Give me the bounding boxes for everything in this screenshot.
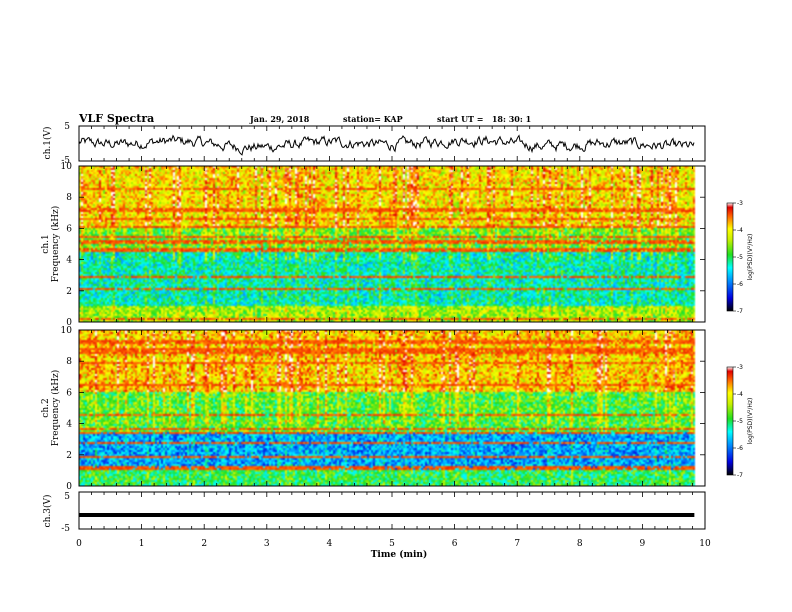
ch1-waveform-ylabel: ch.1(V) xyxy=(42,127,53,160)
time-tick-label: 7 xyxy=(514,539,520,549)
chart-title: VLF Spectra xyxy=(78,112,154,125)
colorbar-tick-label: -7 xyxy=(737,308,743,315)
ch3-waveform-frame xyxy=(78,491,706,530)
frequency-tick-label: 4 xyxy=(66,256,72,266)
time-axis-tick-labels: 0 1 2 3 4 5 6 7 8 9 10 xyxy=(76,539,711,549)
colorbar-tick-label: -4 xyxy=(737,227,743,234)
ch2-colorbar-label: log(PSD)(V²/Hz) xyxy=(747,398,754,445)
frequency-tick-label: 8 xyxy=(66,357,72,367)
colorbar-tick-label: -3 xyxy=(737,200,743,207)
ch1-colorbar-ticks: -3 -4 -5 -6 -7 xyxy=(733,200,743,315)
time-tick-label: 2 xyxy=(201,539,207,549)
time-tick-label: 6 xyxy=(452,539,458,549)
ch3-ytick-top: 5 xyxy=(64,492,70,502)
time-tick-label: 10 xyxy=(699,539,711,549)
ch1-waveform-line xyxy=(78,134,695,156)
colorbar-tick-label: -5 xyxy=(737,254,743,261)
ch3-waveform-panel: 5 -5 ch.3(V) 0 1 2 3 4 5 6 7 8 9 10 Time (min) xyxy=(42,491,711,560)
ch2-spectrogram-ticks xyxy=(78,330,706,486)
ch2-spectrogram-yticks: 0 2 4 6 8 10 xyxy=(61,326,705,492)
time-tick-label: 0 xyxy=(76,539,82,549)
ch1-spectrogram-ylabel-frequency: Frequency (kHz) xyxy=(50,206,61,283)
date-label: Jan. 29, 2018 xyxy=(249,114,310,124)
colorbar-tick-label: -4 xyxy=(737,391,743,398)
colorbar-tick-label: -6 xyxy=(737,281,743,288)
time-tick-label: 1 xyxy=(139,539,145,549)
time-tick-label: 5 xyxy=(389,539,395,549)
frequency-tick-label: 6 xyxy=(66,388,72,398)
station-label: station= KAP xyxy=(343,114,403,124)
ch1-colorbar xyxy=(726,202,734,312)
ch1-ytick-bottom: -5 xyxy=(61,156,70,166)
frequency-tick-label: 2 xyxy=(66,287,72,297)
ch2-spectrogram-ylabel-frequency: Frequency (kHz) xyxy=(50,370,61,447)
frequency-tick-label: 10 xyxy=(61,162,73,172)
time-tick-label: 9 xyxy=(640,539,646,549)
frequency-tick-label: 10 xyxy=(61,326,73,336)
time-axis-label: Time (min) xyxy=(371,549,428,560)
time-tick-label: 4 xyxy=(327,539,333,549)
ch2-colorbar-ticks: -3 -4 -5 -6 -7 xyxy=(733,364,743,479)
colorbar-tick-label: -3 xyxy=(737,364,743,371)
colorbar-tick-label: -5 xyxy=(737,418,743,425)
ch2-spectrogram-ylabel-channel: ch.2 xyxy=(41,398,51,417)
ch2-spectrogram-image xyxy=(79,330,705,486)
time-tick-label: 8 xyxy=(577,539,583,549)
frequency-tick-label: 2 xyxy=(66,451,72,461)
frequency-tick-label: 0 xyxy=(66,482,72,492)
colorbar-tick-label: -7 xyxy=(737,472,743,479)
ch3-ytick-bottom: -5 xyxy=(61,524,70,534)
frequency-tick-label: 0 xyxy=(66,318,72,328)
ch1-colorbar-label: log(PSD)(V²/Hz) xyxy=(747,234,754,281)
ch1-spectrogram-yticks: 0 2 4 6 8 10 xyxy=(61,162,705,328)
ch1-ytick-top: 5 xyxy=(64,122,70,132)
ch1-spectrogram-image xyxy=(79,166,705,322)
frequency-tick-label: 4 xyxy=(66,420,72,430)
time-tick-label: 3 xyxy=(264,539,270,549)
ch3-waveform-ticks xyxy=(78,492,706,529)
colorbar-tick-label: -6 xyxy=(737,445,743,452)
ch2-colorbar xyxy=(726,366,734,476)
ch1-spectrogram-ylabel-channel: ch.1 xyxy=(41,234,51,253)
ch1-waveform-panel: 5 -5 ch.1(V) xyxy=(42,122,706,166)
frequency-tick-label: 6 xyxy=(66,224,72,234)
ch3-waveform-ylabel: ch.3(V) xyxy=(42,495,53,528)
ch1-waveform-ticks xyxy=(78,126,706,161)
start-time-label: start UT = 18: 30: 1 xyxy=(437,114,531,124)
frequency-tick-label: 8 xyxy=(66,193,72,203)
ch1-waveform-trace xyxy=(78,134,695,156)
ch1-spectrogram-ticks xyxy=(78,166,706,322)
